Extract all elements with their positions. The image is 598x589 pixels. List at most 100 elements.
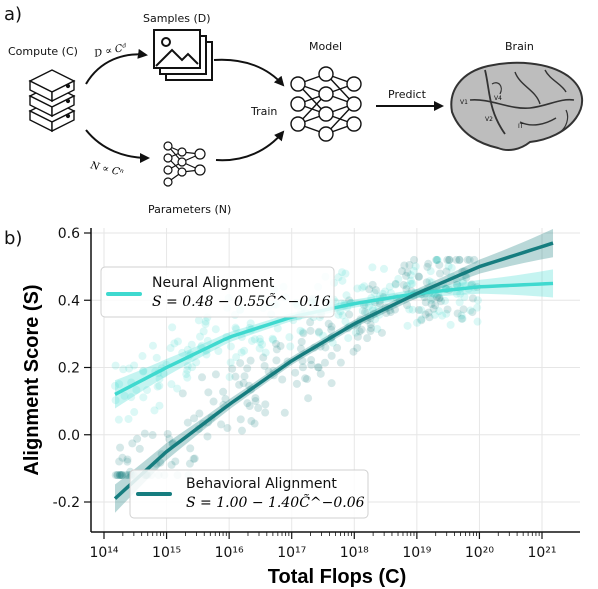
behavioral-data-point	[243, 399, 252, 408]
neural-data-point	[341, 269, 350, 278]
neural-data-point	[192, 358, 201, 367]
behavioral-data-point	[365, 285, 374, 294]
model-network-icon	[290, 66, 362, 142]
behavioral-data-point	[424, 259, 433, 268]
behavioral-data-point	[368, 280, 377, 289]
behavioral-data-point	[117, 471, 126, 480]
behavioral-data-point	[399, 280, 408, 289]
behavioral-data-point	[111, 471, 120, 480]
neural-data-point	[344, 334, 353, 343]
predict-label: Predict	[388, 88, 427, 101]
neural-data-point	[178, 348, 187, 357]
neural-data-point	[226, 342, 235, 351]
behavioral-data-point	[209, 397, 218, 406]
neural-data-point	[170, 339, 179, 348]
behavioral-data-point	[445, 255, 454, 264]
y-tick-label: 0.4	[58, 293, 80, 309]
neural-data-point	[240, 346, 249, 355]
behavioral-data-point	[259, 353, 268, 362]
neural-data-point	[182, 370, 191, 379]
x-tick-label: 10¹⁸	[340, 545, 369, 561]
behavioral-data-point	[115, 457, 124, 466]
neural-data-point	[386, 289, 395, 298]
neural-data-point	[368, 263, 377, 272]
behavioral-data-point	[366, 327, 375, 336]
behavioral-data-point	[386, 308, 395, 317]
behavioral-data-point	[261, 408, 270, 417]
behavioral-data-point	[432, 292, 441, 301]
behavioral-data-point	[246, 356, 255, 365]
behavioral-data-point	[468, 294, 477, 303]
behavioral-data-point	[204, 388, 213, 397]
neural-data-point	[196, 332, 205, 341]
brain-region-it: IT	[518, 123, 524, 130]
model-label: Model	[309, 40, 342, 53]
neural-data-point	[247, 336, 256, 345]
behavioral-data-point	[324, 319, 333, 328]
x-axis-title: Total Flops (C)	[268, 566, 407, 588]
compute-to-parameters-arrow	[85, 129, 150, 163]
neural-data-point	[338, 268, 347, 277]
behavioral-data-point	[272, 356, 281, 365]
behavioral-data-point	[314, 327, 323, 336]
neural-data-point	[442, 309, 451, 318]
behavioral-data-point	[211, 370, 220, 379]
samples-label: Samples (D)	[143, 12, 211, 25]
behavioral-data-point	[366, 320, 375, 329]
neural-data-point	[426, 267, 435, 276]
behavioral-data-point	[183, 418, 192, 427]
legend-behavioral-formula: S = 1.00 − 1.40C̃^−0.06	[186, 493, 365, 511]
neural-data-point	[406, 276, 415, 285]
neural-data-point	[447, 263, 456, 272]
behavioral-data-point	[113, 471, 122, 480]
neural-data-point	[183, 362, 192, 371]
behavioral-data-point	[391, 279, 400, 288]
behavioral-data-point	[291, 368, 300, 377]
behavioral-data-point	[455, 255, 464, 264]
neural-data-point	[225, 373, 234, 382]
behavioral-data-point	[327, 379, 336, 388]
behavioral-data-point	[353, 332, 362, 341]
behavioral-data-point	[435, 269, 444, 278]
neural-data-point	[460, 292, 469, 301]
behavioral-data-point	[292, 379, 301, 388]
neural-data-point	[139, 393, 148, 402]
neural-data-point	[258, 340, 267, 349]
parameters-network-icon	[163, 141, 206, 187]
behavioral-data-point	[123, 455, 132, 464]
neural-data-point	[202, 350, 211, 359]
neural-data-point	[168, 323, 177, 332]
behavioral-data-point	[465, 255, 474, 264]
neural-data-point	[125, 364, 134, 373]
neural-data-point	[358, 283, 367, 292]
behavioral-data-point	[272, 339, 281, 348]
behavioral-data-point	[171, 457, 180, 466]
neural-data-point	[336, 307, 345, 316]
neural-data-point	[183, 345, 192, 354]
neural-data-point	[406, 271, 415, 280]
behavioral-data-point	[424, 308, 433, 317]
behavioral-data-point	[190, 454, 199, 463]
behavioral-data-point	[178, 389, 187, 398]
neural-data-point	[273, 324, 282, 333]
brain-region-v2: V2	[485, 116, 493, 123]
behavioral-data-point	[280, 408, 289, 417]
neural-data-point	[341, 317, 350, 326]
behavioral-data-point	[231, 372, 240, 381]
behavioral-data-point	[195, 409, 204, 418]
behavioral-data-point	[443, 255, 452, 264]
neural-data-point	[211, 325, 220, 334]
neural-data-point	[328, 338, 337, 347]
neural-data-point	[152, 353, 161, 362]
neural-data-point	[363, 308, 372, 317]
neural-data-point	[201, 317, 210, 326]
neural-data-point	[114, 415, 123, 424]
behavioral-data-point	[240, 372, 249, 381]
behavioral-data-point	[276, 342, 285, 351]
neural-data-point	[358, 306, 367, 315]
compute-label: Compute (C)	[8, 45, 78, 58]
behavioral-data-point	[198, 373, 207, 382]
y-tick-label: 0.6	[58, 226, 80, 242]
behavioral-data-point	[327, 351, 336, 360]
